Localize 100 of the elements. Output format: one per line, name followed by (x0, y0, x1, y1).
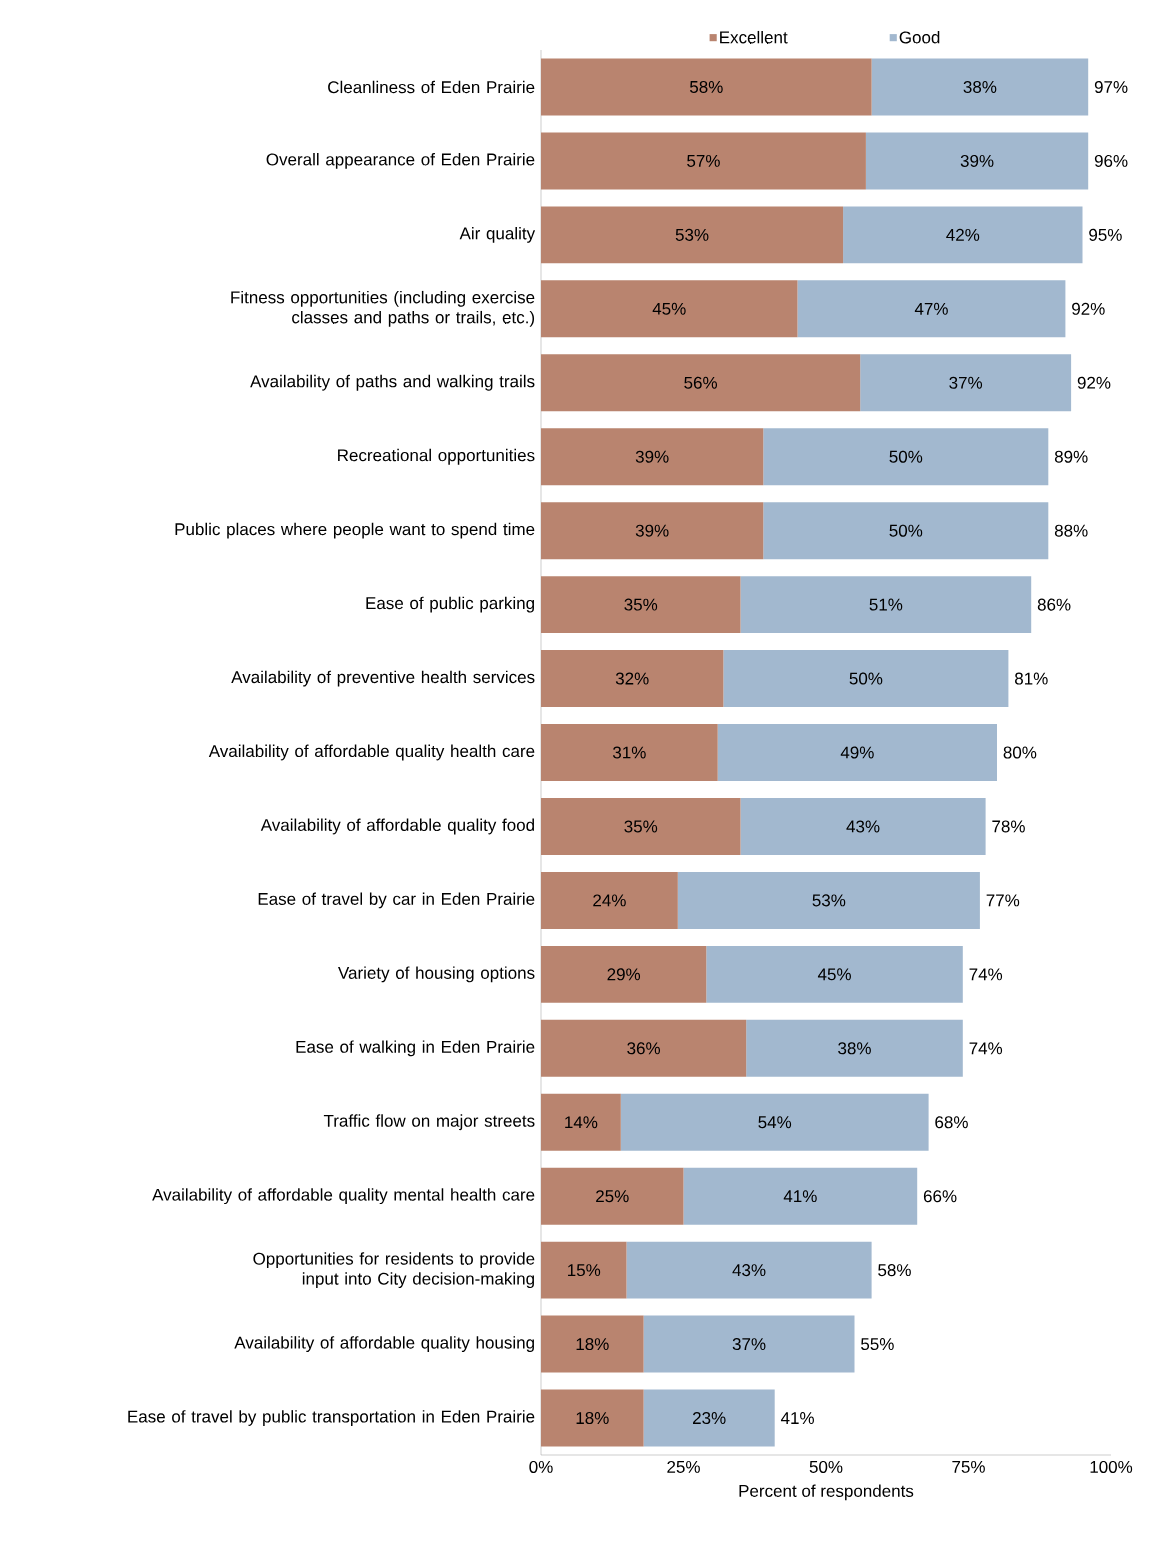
total-label: 80% (1003, 746, 1037, 759)
total-label: 78% (992, 820, 1025, 833)
data-label: 38% (838, 1042, 871, 1055)
data-label: 41% (783, 1190, 817, 1203)
total-label: 66% (923, 1190, 957, 1203)
bar (626, 1241, 872, 1299)
data-label: 54% (758, 1116, 792, 1129)
y-tick-label: Availability of affordable quality housing (234, 1336, 534, 1353)
bar (740, 576, 1032, 634)
data-label: 35% (624, 598, 658, 611)
y-tick-label: Traffic flow on major streets (323, 1114, 535, 1131)
data-label: 18% (576, 1338, 609, 1351)
bar (763, 428, 1049, 486)
bar (541, 1389, 644, 1447)
bar (541, 1019, 747, 1077)
bar (541, 650, 724, 708)
y-tick-label: Air quality (459, 226, 536, 243)
data-label: 42% (946, 228, 980, 241)
data-label: 57% (687, 154, 720, 167)
data-label: 23% (693, 1412, 726, 1425)
y-tick-label: Ease of travel by car in Eden Prairie (258, 892, 535, 909)
y-tick-label: Availability of affordable quality mental health care (152, 1188, 535, 1205)
bar (620, 1093, 929, 1151)
bar (683, 1167, 918, 1225)
bar (541, 1167, 684, 1225)
total-label: 92% (1072, 302, 1105, 315)
data-label: 50% (849, 672, 883, 685)
bar (541, 576, 741, 634)
data-label: 53% (675, 228, 709, 241)
y-tick-label: Recreational opportunities (338, 448, 535, 465)
bar (541, 132, 866, 190)
legend-label: Good (899, 30, 940, 44)
legend-label: Excellent (720, 30, 788, 44)
x-tick-label: 100% (1090, 1460, 1133, 1473)
bar (717, 724, 997, 781)
x-tick-label: 50% (809, 1460, 843, 1473)
y-tick-label: Ease of public parking (366, 596, 534, 613)
bar (871, 58, 1089, 116)
y-tick-label: Opportunities for residents to provide input into City decision-making (253, 1252, 535, 1289)
total-label: 86% (1037, 598, 1071, 611)
data-label: 38% (963, 80, 997, 93)
data-label: 56% (684, 376, 718, 389)
data-label: 37% (949, 376, 983, 389)
bar (541, 945, 707, 1003)
data-label: 29% (607, 968, 641, 981)
bar (541, 354, 861, 412)
y-tick-label: Public places where people want to spend time (175, 522, 535, 539)
bar (541, 1315, 644, 1373)
data-label: 58% (689, 80, 723, 93)
data-label: 50% (889, 450, 923, 463)
x-tick-label: 0% (529, 1460, 553, 1473)
y-tick-label: Availability of paths and walking trails (250, 374, 535, 391)
y-tick-label: Availability of affordable quality health care (208, 744, 535, 761)
data-label: 53% (812, 894, 846, 907)
y-tick-label: Ease of travel by public transportation in Eden Prairie (128, 1410, 535, 1426)
bar (763, 502, 1049, 560)
bar (541, 724, 718, 781)
total-label: 58% (878, 1264, 911, 1277)
bar (740, 797, 986, 855)
data-label: 14% (565, 1116, 598, 1129)
total-label: 68% (935, 1116, 968, 1129)
data-label: 31% (612, 746, 646, 759)
data-label: 47% (914, 302, 948, 315)
data-label: 43% (732, 1264, 766, 1277)
y-tick-label: Variety of housing options (338, 966, 535, 983)
y-tick-label: Ease of walking in Eden Prairie (296, 1040, 535, 1057)
data-label: 24% (593, 894, 626, 907)
total-label: 55% (861, 1338, 894, 1351)
total-label: 95% (1089, 228, 1122, 241)
bar (541, 1093, 621, 1151)
total-label: 81% (1015, 672, 1048, 685)
bar (677, 871, 980, 929)
data-label: 49% (840, 746, 874, 759)
total-label: 41% (780, 1412, 814, 1424)
bar (643, 1389, 775, 1447)
total-label: 74% (969, 1042, 1003, 1055)
y-tick-label: Availability of affordable quality food (260, 818, 534, 835)
bar (541, 797, 741, 855)
data-label: 50% (889, 524, 923, 537)
data-label: 51% (869, 598, 903, 611)
bar (541, 58, 872, 116)
bar (723, 650, 1009, 708)
total-label: 77% (986, 894, 1020, 907)
bar (541, 206, 844, 264)
data-label: 35% (624, 820, 658, 833)
data-label: 39% (635, 524, 669, 537)
data-label: 39% (635, 450, 669, 463)
data-label: 32% (615, 672, 649, 685)
data-label: 39% (960, 154, 994, 167)
total-label: 89% (1054, 450, 1088, 463)
total-label: 97% (1094, 80, 1128, 93)
x-tick-label: 25% (667, 1460, 700, 1473)
data-label: 45% (652, 302, 686, 315)
bar (746, 1019, 963, 1077)
bar (843, 206, 1083, 264)
total-label: 92% (1077, 376, 1111, 389)
bar (541, 1241, 627, 1299)
bar (797, 280, 1066, 338)
total-label: 96% (1094, 154, 1128, 167)
y-tick-label: Cleanliness of Eden Prairie (328, 80, 535, 94)
